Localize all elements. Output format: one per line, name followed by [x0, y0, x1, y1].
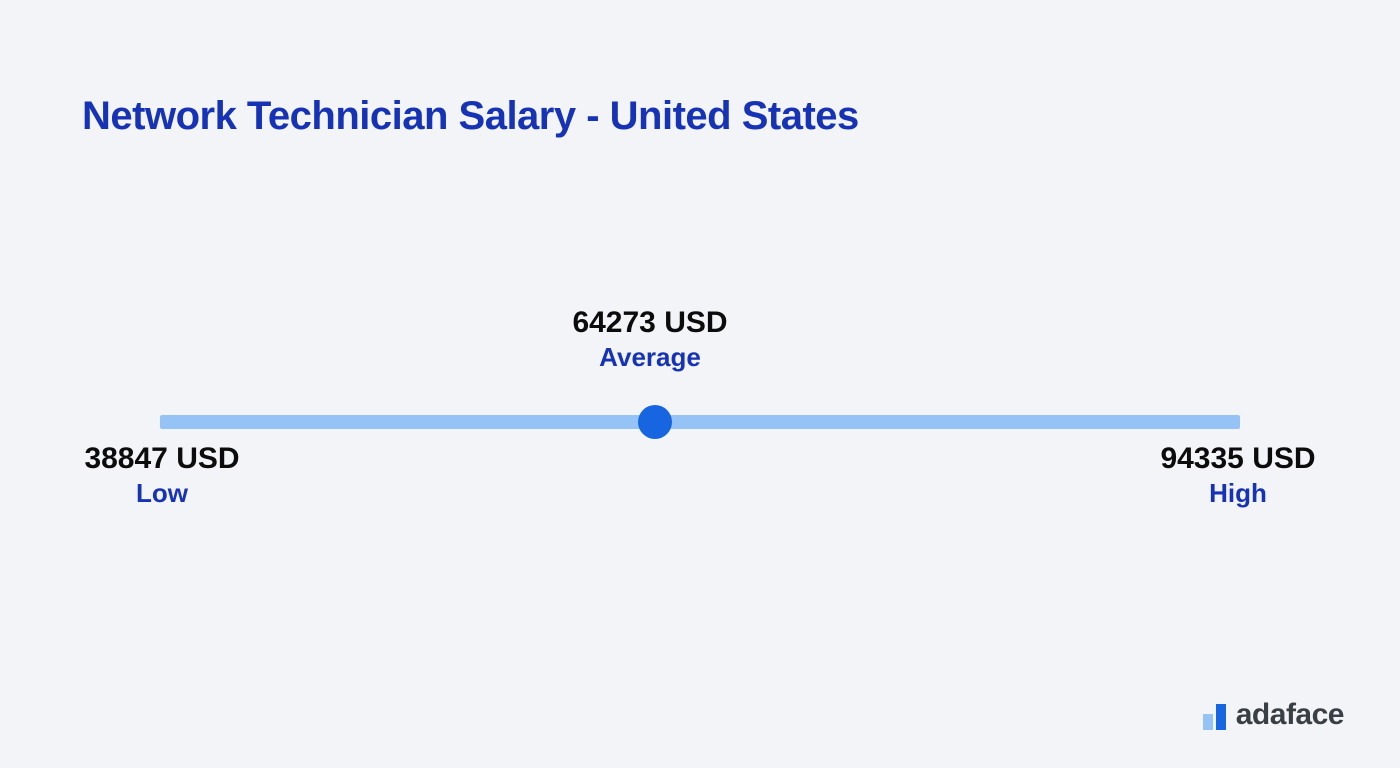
brand-name: adaface: [1236, 700, 1344, 730]
average-label: Average: [560, 342, 740, 373]
low-label: Low: [72, 478, 252, 509]
high-label: High: [1148, 478, 1328, 509]
slider-average-dot: [638, 405, 672, 439]
low-value: 38847 USD: [72, 442, 252, 476]
page-title: Network Technician Salary - United State…: [82, 94, 859, 139]
slider-track: [160, 415, 1240, 429]
average-label-group: 64273 USD Average: [560, 306, 740, 373]
high-label-group: 94335 USD High: [1148, 442, 1328, 509]
salary-range-slider: [160, 415, 1240, 429]
brand-logo: adaface: [1203, 700, 1344, 730]
average-value: 64273 USD: [560, 306, 740, 340]
high-value: 94335 USD: [1148, 442, 1328, 476]
logo-bar-light: [1203, 714, 1213, 730]
bar-chart-icon: [1203, 704, 1226, 730]
logo-bar-dark: [1216, 704, 1226, 730]
low-label-group: 38847 USD Low: [72, 442, 252, 509]
